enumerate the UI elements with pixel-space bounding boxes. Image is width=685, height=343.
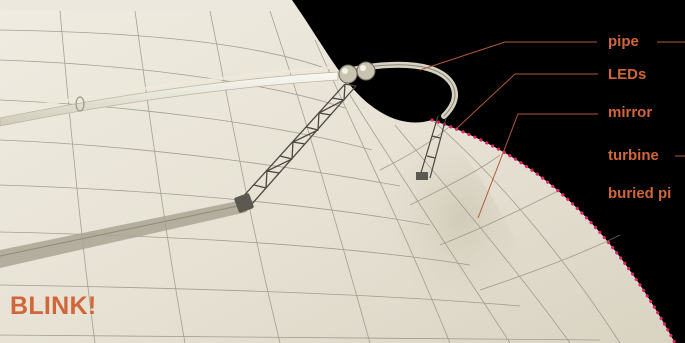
support-leg xyxy=(419,115,447,179)
callout-label-pipe: pipe xyxy=(608,33,639,50)
blink-headline: BLINK! xyxy=(10,292,97,320)
callout-label-buried-pipe: buried pi xyxy=(608,185,672,202)
dish-top-strip xyxy=(0,0,292,11)
callout-label-mirror: mirror xyxy=(608,104,653,121)
leader-line-pipe xyxy=(419,41,597,71)
callout-label-leds: LEDs xyxy=(608,66,647,83)
callout-label-turbine: turbine xyxy=(608,147,659,164)
pipe xyxy=(0,71,339,127)
pipe-ring xyxy=(75,96,85,112)
support-leg-foot xyxy=(416,172,428,180)
dish-rim-dotted xyxy=(430,118,677,343)
leader-lines xyxy=(419,41,685,219)
leader-line-mirror xyxy=(477,113,598,219)
dish-grid xyxy=(0,10,621,343)
truss-foot xyxy=(234,193,254,213)
dish-throat-shading xyxy=(300,30,560,343)
leader-line-leds xyxy=(454,73,598,131)
led-cluster xyxy=(338,61,376,84)
truss-arm xyxy=(239,83,357,206)
